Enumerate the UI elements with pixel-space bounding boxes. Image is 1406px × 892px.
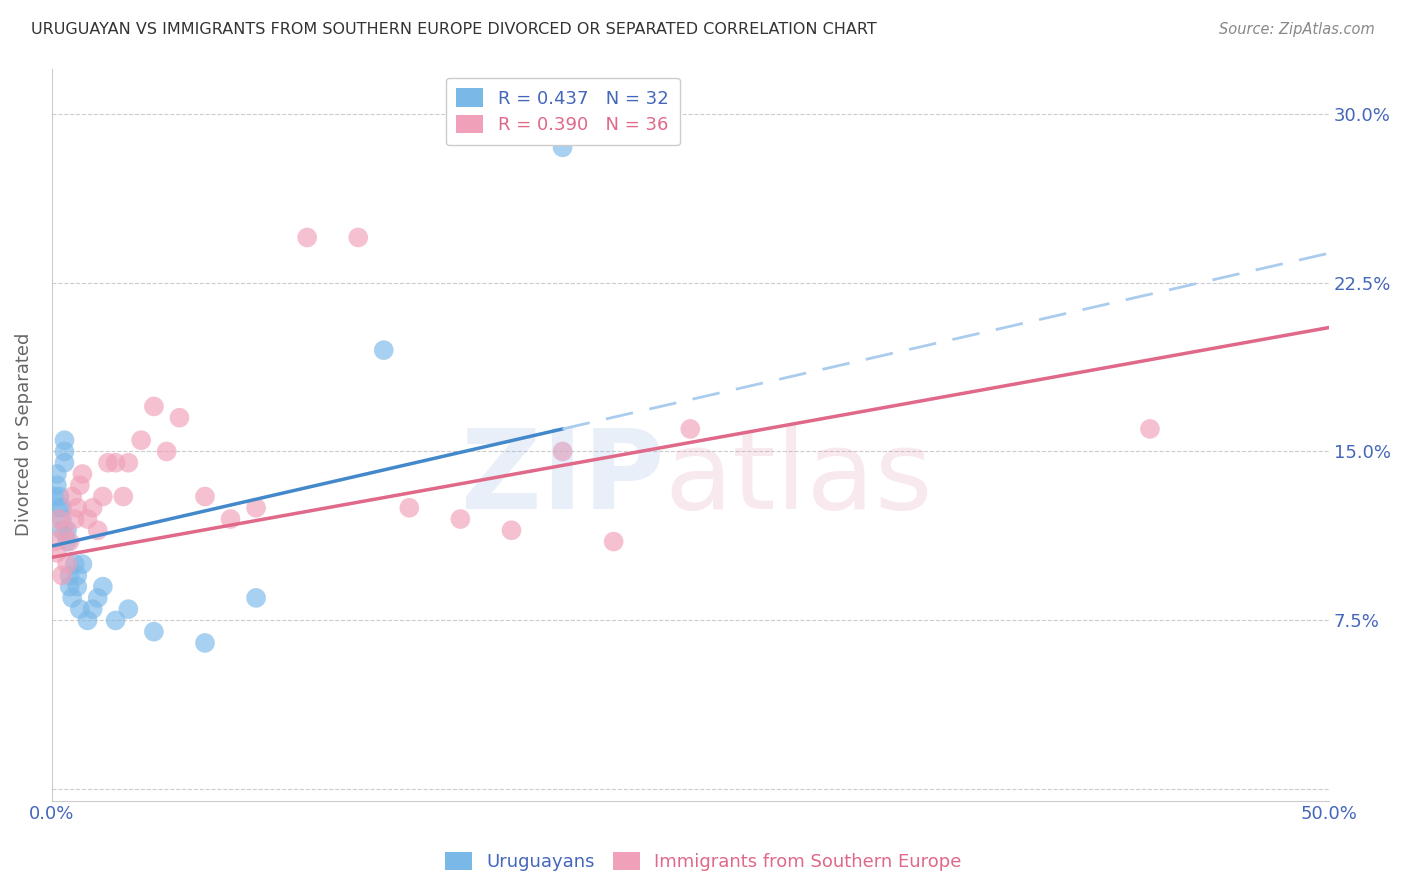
- Point: [194, 636, 217, 650]
- Point: [245, 591, 267, 605]
- Point: [142, 400, 165, 414]
- Point: [48, 490, 70, 504]
- Point: [602, 534, 624, 549]
- Point: [501, 524, 523, 538]
- Text: URUGUAYAN VS IMMIGRANTS FROM SOUTHERN EUROPE DIVORCED OR SEPARATED CORRELATION C: URUGUAYAN VS IMMIGRANTS FROM SOUTHERN EU…: [31, 22, 877, 37]
- Point: [48, 512, 70, 526]
- Point: [398, 500, 420, 515]
- Point: [219, 512, 242, 526]
- Point: [60, 490, 83, 504]
- Point: [45, 546, 67, 560]
- Point: [66, 568, 89, 582]
- Point: [45, 467, 67, 481]
- Point: [347, 230, 370, 244]
- Point: [51, 500, 73, 515]
- Point: [56, 524, 79, 538]
- Point: [373, 343, 395, 357]
- Point: [76, 512, 98, 526]
- Legend: Uruguayans, Immigrants from Southern Europe: Uruguayans, Immigrants from Southern Eur…: [437, 845, 969, 879]
- Point: [44, 534, 66, 549]
- Point: [551, 444, 574, 458]
- Point: [87, 591, 110, 605]
- Point: [82, 602, 104, 616]
- Point: [69, 602, 91, 616]
- Point: [63, 557, 86, 571]
- Point: [117, 602, 139, 616]
- Point: [63, 512, 86, 526]
- Point: [72, 557, 94, 571]
- Point: [97, 456, 120, 470]
- Point: [679, 422, 702, 436]
- Point: [53, 524, 76, 538]
- Point: [53, 433, 76, 447]
- Point: [104, 614, 127, 628]
- Point: [117, 456, 139, 470]
- Text: atlas: atlas: [665, 425, 934, 532]
- Point: [245, 500, 267, 515]
- Point: [551, 140, 574, 154]
- Point: [72, 467, 94, 481]
- Point: [129, 433, 152, 447]
- Point: [112, 490, 135, 504]
- Point: [194, 490, 217, 504]
- Point: [156, 444, 179, 458]
- Point: [48, 500, 70, 515]
- Point: [295, 230, 318, 244]
- Point: [1139, 422, 1161, 436]
- Point: [87, 524, 110, 538]
- Point: [51, 568, 73, 582]
- Point: [59, 568, 82, 582]
- Text: Source: ZipAtlas.com: Source: ZipAtlas.com: [1219, 22, 1375, 37]
- Point: [45, 478, 67, 492]
- Point: [56, 534, 79, 549]
- Point: [44, 490, 66, 504]
- Point: [76, 614, 98, 628]
- Y-axis label: Divorced or Separated: Divorced or Separated: [15, 333, 32, 536]
- Point: [53, 444, 76, 458]
- Point: [56, 557, 79, 571]
- Point: [449, 512, 471, 526]
- Legend: R = 0.437   N = 32, R = 0.390   N = 36: R = 0.437 N = 32, R = 0.390 N = 36: [446, 78, 679, 145]
- Point: [169, 410, 191, 425]
- Point: [51, 512, 73, 526]
- Point: [82, 500, 104, 515]
- Point: [59, 534, 82, 549]
- Point: [51, 524, 73, 538]
- Point: [69, 478, 91, 492]
- Point: [66, 580, 89, 594]
- Point: [104, 456, 127, 470]
- Point: [142, 624, 165, 639]
- Point: [60, 591, 83, 605]
- Text: ZIP: ZIP: [461, 425, 665, 532]
- Point: [91, 580, 114, 594]
- Point: [59, 580, 82, 594]
- Point: [53, 456, 76, 470]
- Point: [66, 500, 89, 515]
- Point: [91, 490, 114, 504]
